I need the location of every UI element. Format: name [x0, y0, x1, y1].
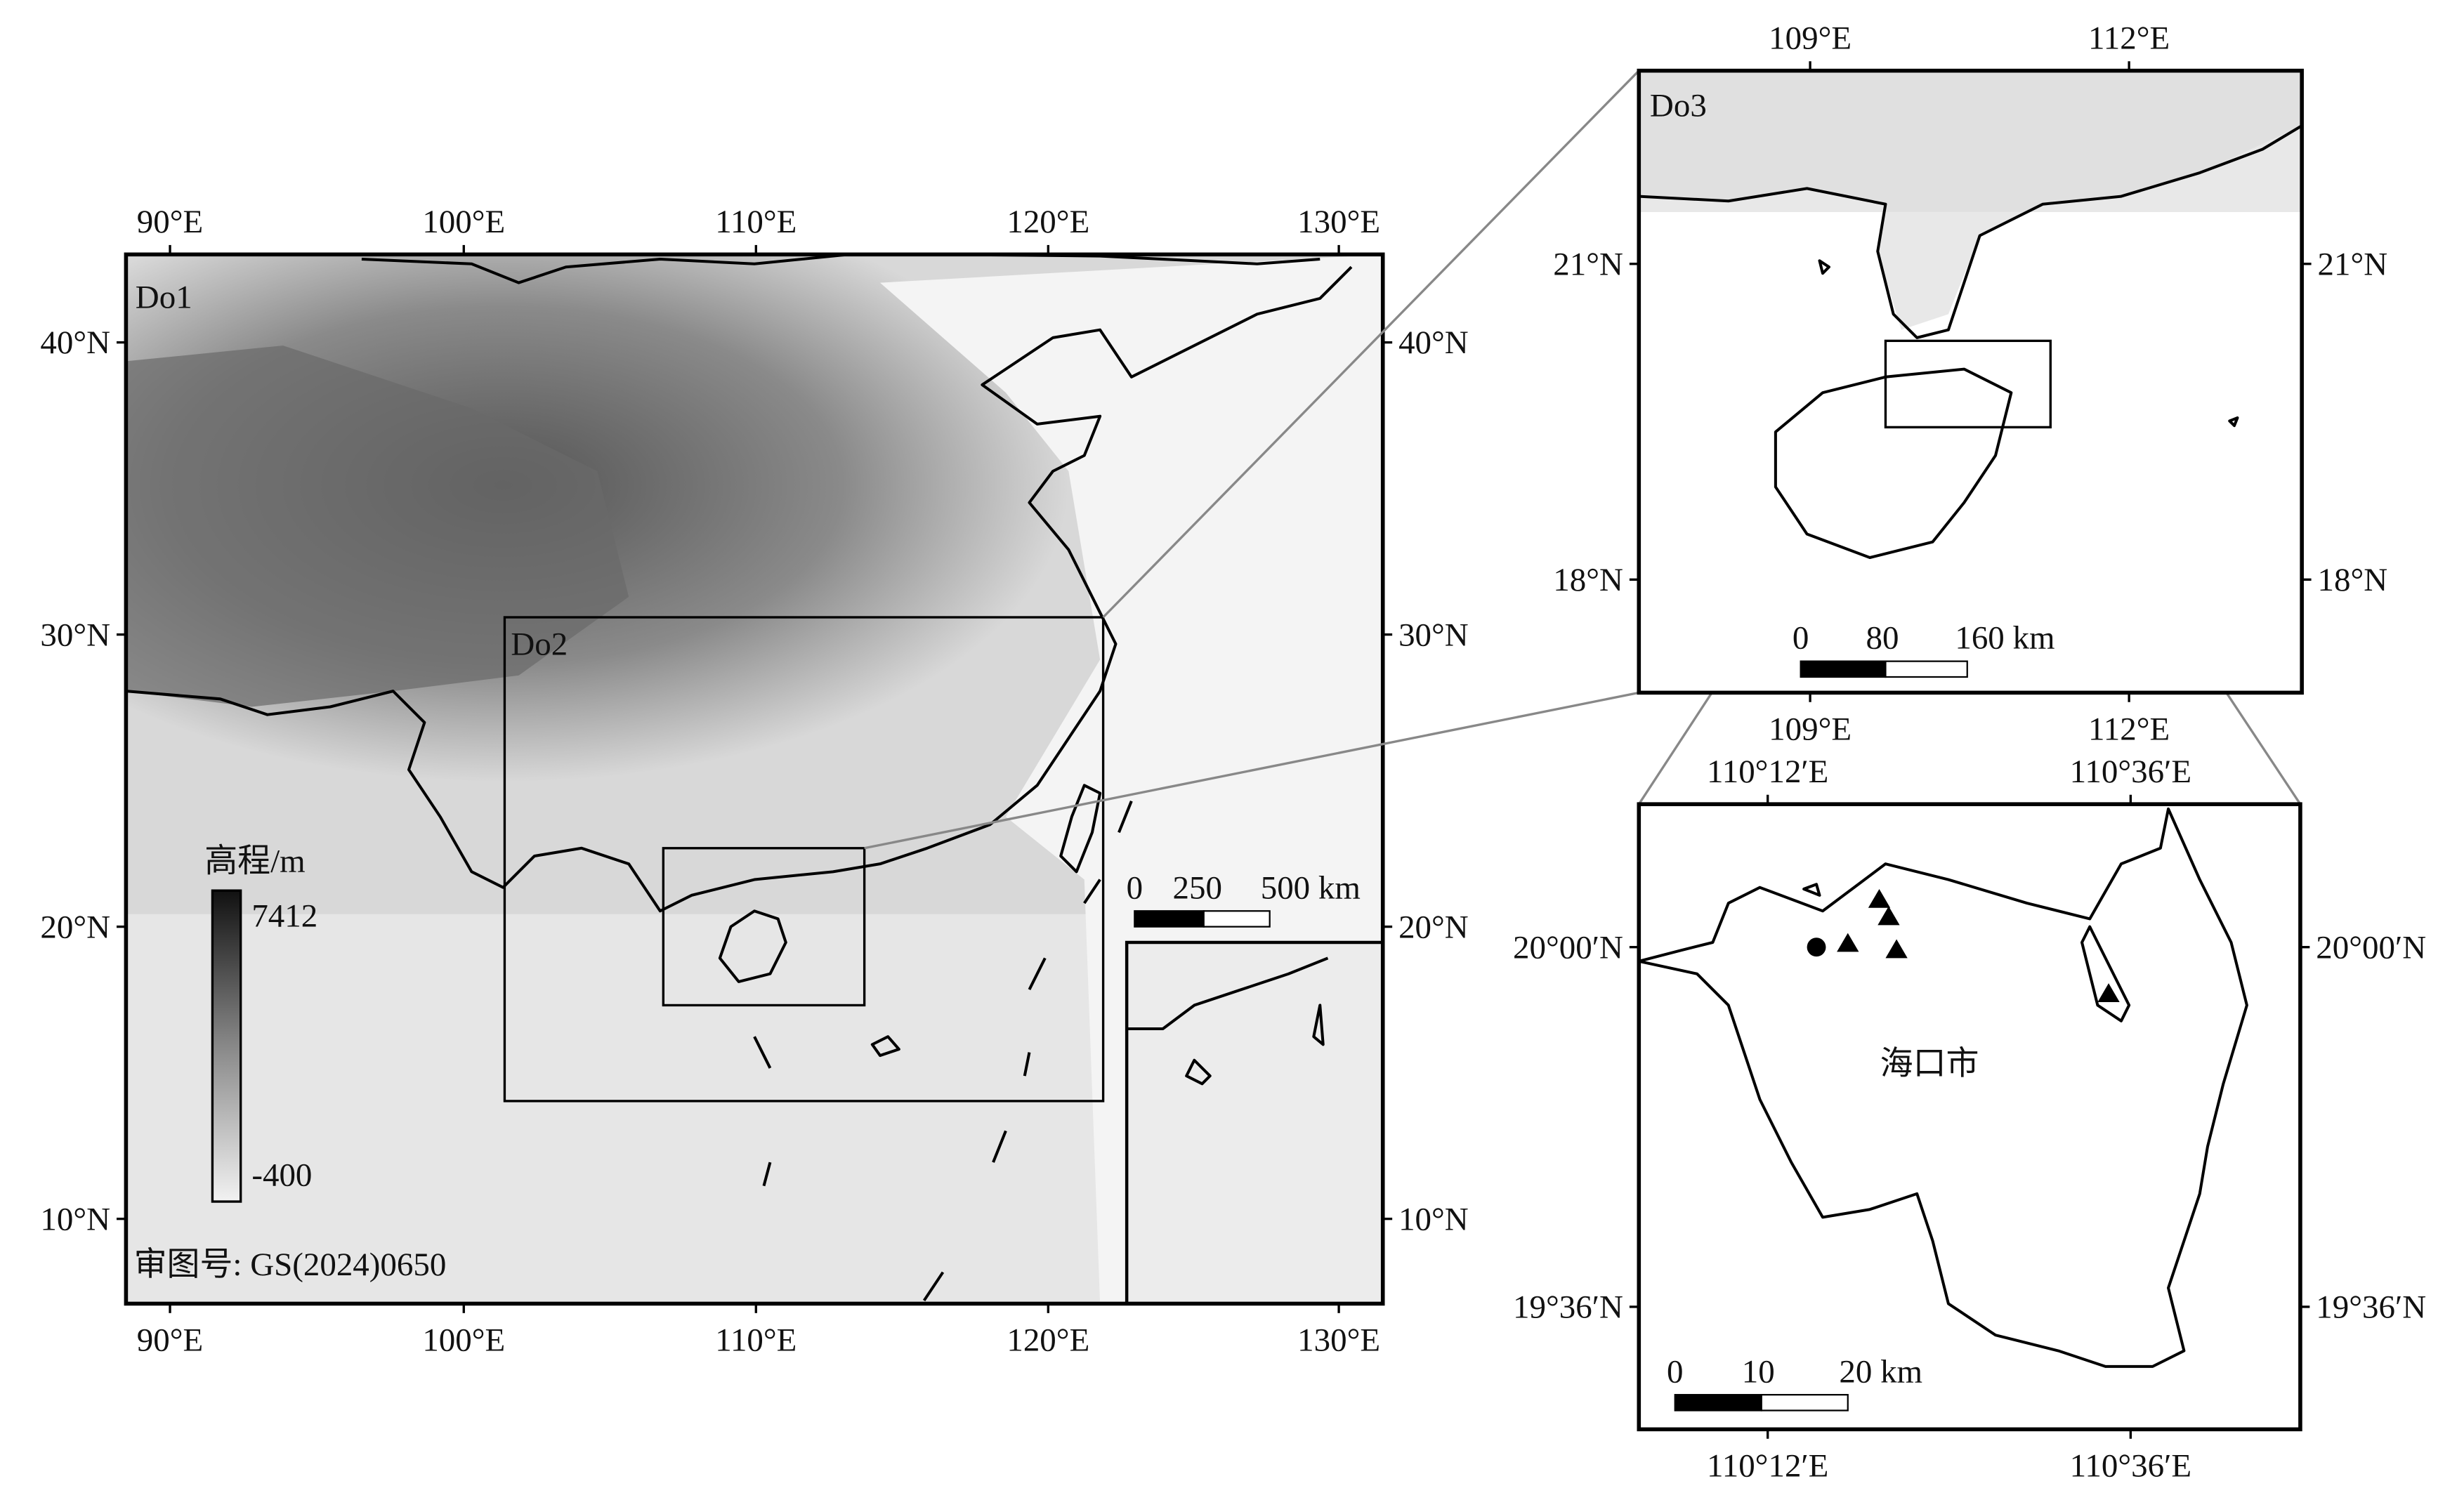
x-tick-label: 100°E	[422, 1322, 505, 1359]
x-tick-label: 90°E	[137, 1322, 203, 1359]
x-tick-label: 110°36′E	[2070, 1447, 2191, 1484]
y-tick-label: 20°N	[40, 909, 110, 945]
connector	[864, 70, 1640, 850]
x-tick-label: 110°E	[715, 204, 797, 240]
legend-title: 高程/m	[204, 843, 305, 879]
legend-min: -400	[251, 1157, 312, 1194]
y-tick-label: 19°36′N	[1513, 1289, 1623, 1326]
y-tick-label: 30°N	[40, 617, 110, 653]
scale-label: 10	[1742, 1353, 1775, 1390]
panel-label: Do1	[136, 279, 192, 315]
y-tick-label: 21°N	[2318, 246, 2388, 282]
y-tick-label: 10°N	[1398, 1201, 1469, 1237]
scale-bar: 0 80 160 km	[1793, 620, 2055, 678]
do3-box	[662, 847, 866, 1007]
scale-bar: 0 250 500 km	[1127, 869, 1361, 928]
inset-label: Do2	[511, 626, 568, 663]
do3-frame	[1637, 68, 2304, 695]
y-tick-label: 20°N	[1398, 909, 1469, 945]
do1-map	[126, 254, 1383, 1304]
y-tick-label: 40°N	[40, 324, 110, 361]
do4-map	[1637, 807, 2248, 1368]
y-tick-label: 20°00′N	[2316, 929, 2426, 966]
y-tick-label: 21°N	[1553, 246, 1623, 282]
panel-label: Do3	[1650, 88, 1707, 124]
do4-box	[1884, 339, 2052, 429]
tick-labels: 90°E 100°E 110°E 120°E 130°E 90°E 100°E 110°E 12…	[40, 20, 2426, 1484]
legend-bar	[211, 889, 242, 1203]
y-tick-label: 18°N	[2318, 562, 2388, 598]
y-tick-label: 40°N	[1398, 324, 1469, 361]
x-tick-label: 130°E	[1297, 1322, 1380, 1359]
scale-label: 0	[1793, 620, 1809, 657]
scale-label: 160 km	[1955, 620, 2055, 657]
city-label: 海口市	[1880, 1046, 1979, 1082]
do4-frame	[1637, 802, 2302, 1432]
scale-label: 20 km	[1839, 1353, 1922, 1390]
x-tick-label: 110°E	[715, 1322, 797, 1359]
scale-label: 0	[1127, 869, 1143, 906]
y-tick-label: 18°N	[1553, 562, 1623, 598]
y-tick-label: 19°36′N	[2316, 1289, 2426, 1326]
x-tick-label: 109°E	[1769, 20, 1852, 56]
y-tick-label: 10°N	[40, 1201, 110, 1237]
x-tick-label: 110°12′E	[1707, 1447, 1828, 1484]
scale-label: 0	[1667, 1353, 1683, 1390]
scale-bar: 0 10 20 km	[1667, 1353, 1922, 1412]
x-tick-label: 112°E	[2088, 711, 2170, 747]
do1-frame	[124, 252, 1385, 1306]
scale-label: 80	[1866, 620, 1899, 657]
approval-number: 审图号: GS(2024)0650	[134, 1246, 447, 1283]
x-tick-label: 112°E	[2088, 20, 2170, 56]
x-tick-label: 100°E	[422, 204, 505, 240]
y-tick-label: 20°00′N	[1513, 929, 1623, 966]
x-tick-label: 130°E	[1297, 204, 1380, 240]
x-tick-label: 120°E	[1007, 1322, 1089, 1359]
do2-box	[503, 616, 1105, 1103]
x-tick-label: 110°36′E	[2070, 754, 2191, 790]
x-tick-label: 120°E	[1007, 204, 1089, 240]
scale-label: 500 km	[1261, 869, 1361, 906]
do3-map	[1639, 70, 2302, 693]
x-tick-label: 90°E	[137, 204, 203, 240]
y-tick-label: 30°N	[1398, 617, 1469, 653]
legend-max: 7412	[251, 898, 317, 935]
south-sea-inset	[1125, 940, 1384, 1305]
scale-label: 250	[1173, 869, 1222, 906]
x-tick-label: 109°E	[1769, 711, 1852, 747]
x-tick-label: 110°12′E	[1707, 754, 1828, 790]
